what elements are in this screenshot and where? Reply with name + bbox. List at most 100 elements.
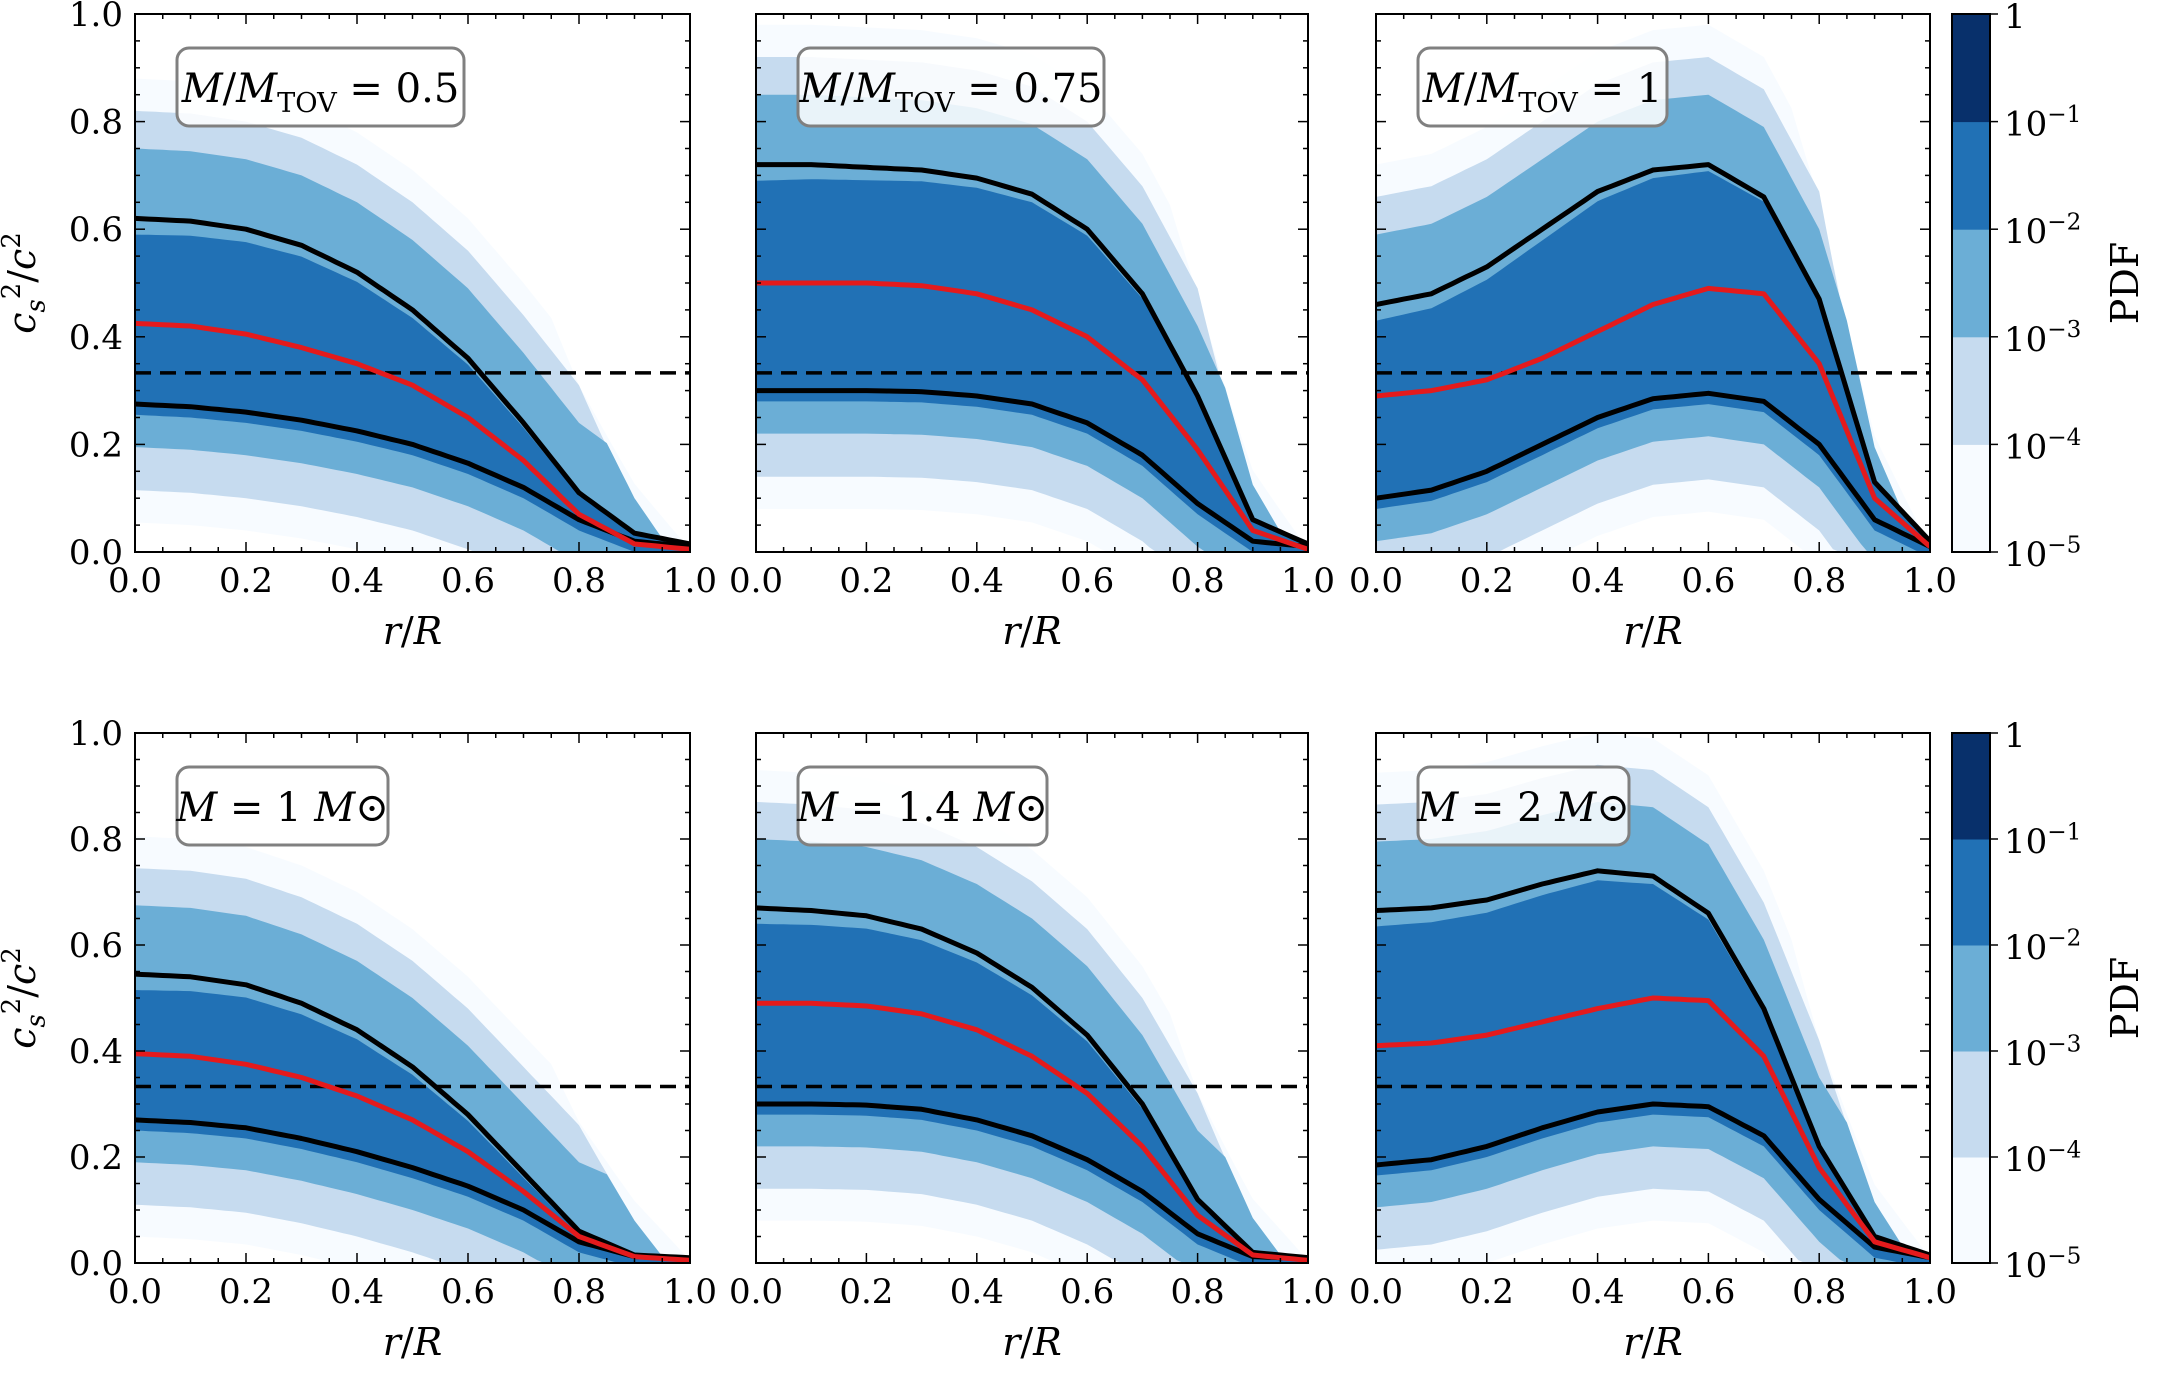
colorbar-segment — [1952, 1051, 1990, 1158]
lower-band-curve — [1376, 1101, 1930, 1261]
x-tick-label: 0.0 — [1349, 561, 1403, 601]
panels: 0.0 0.2 0.4 0.6 0.8 1.0 0.0 0.2 0.4 0.6 0.8 1.0 r/R c… — [0, 0, 1957, 1364]
x-tick-label: 0.6 — [441, 1272, 495, 1312]
y-tick-label: 0.4 — [69, 1032, 123, 1072]
x-tick-label: 0.0 — [108, 1272, 162, 1312]
colorbar-tick-label: 10−1 — [2004, 819, 2081, 862]
annotation-box — [175, 46, 466, 128]
x-tick-label: 0.2 — [839, 561, 893, 601]
median-curve — [135, 320, 690, 552]
y-axis-label: cs2/c2 — [0, 232, 52, 334]
annotation-text: M = 1 M⊙ — [175, 785, 389, 831]
panel-1: 0.0 0.2 0.4 0.6 0.8 1.0 0.0 0.2 0.4 0.6 0.8 1.0 r/R c… — [0, 0, 717, 653]
colorbar-label: PDF — [2103, 242, 2147, 324]
x-tick-label: 0.0 — [1349, 1272, 1403, 1312]
x-tick-label: 0.8 — [1792, 561, 1846, 601]
annotation-text: M = 1.4 M⊙ — [796, 785, 1048, 831]
annotation-box — [1416, 46, 1669, 128]
x-tick-label: 0.8 — [1171, 1272, 1225, 1312]
x-tick-label: 0.4 — [950, 561, 1004, 601]
annotation-box — [796, 46, 1106, 128]
colorbar-segment — [1952, 121, 1990, 230]
panel-4: 0.0 0.2 0.4 0.6 0.8 1.0 0.0 0.2 0.4 0.6 0.8 1.0 r/R c… — [0, 714, 717, 1364]
colorbar-segment — [1952, 1157, 1990, 1264]
annotation-box — [1416, 765, 1631, 847]
upper-band-curve — [756, 905, 1308, 1261]
colorbar-segment — [1952, 229, 1990, 338]
colorbar-tick-label: 10−2 — [2004, 210, 2081, 253]
lower-band-curve — [135, 1117, 690, 1262]
colorbar-tick-label: 10−4 — [2004, 425, 2081, 468]
median-curve — [756, 1000, 1308, 1263]
x-tick-label: 1.0 — [663, 1272, 717, 1312]
upper-band-curve — [1376, 162, 1930, 543]
x-tick-label: 0.2 — [1460, 1272, 1514, 1312]
colorbar-segment — [1952, 733, 1990, 840]
x-axis-label: r/R — [1623, 1320, 1683, 1364]
median-curve — [756, 280, 1308, 552]
x-tick-label: 1.0 — [1281, 1272, 1335, 1312]
x-tick-label: 1.0 — [663, 561, 717, 601]
colorbar-label: PDF — [2103, 957, 2147, 1039]
annotation-text: M/MTOV = 1 — [1422, 66, 1662, 119]
x-axis-label: r/R — [1002, 609, 1062, 653]
x-tick-label: 0.2 — [839, 1272, 893, 1312]
lower-band-curve — [756, 388, 1308, 550]
colorbar-segment — [1952, 945, 1990, 1052]
upper-band-curve — [756, 162, 1308, 547]
colorbar-tick-label: 10−4 — [2004, 1137, 2081, 1180]
upper-band-curve — [1376, 868, 1930, 1258]
x-tick-label: 0.6 — [1681, 1272, 1735, 1312]
y-tick-label: 0.6 — [69, 210, 123, 250]
annotation-text: M = 2 M⊙ — [1416, 785, 1630, 831]
density-level-4 — [756, 179, 1308, 552]
colorbar-frame — [1951, 13, 1991, 553]
colorbar-tick-label: 10−1 — [2004, 102, 2081, 145]
colorbar-tick-label: 1 — [2004, 0, 2026, 37]
colorbar-2: 1 10−1 10−2 10−3 10−4 10−5 PDF — [1951, 716, 2147, 1286]
x-tick-label: 0.6 — [1060, 1272, 1114, 1312]
y-tick-label: 1.0 — [69, 0, 123, 35]
lower-band-curve — [1376, 390, 1930, 549]
x-tick-label: 0.4 — [1571, 1272, 1625, 1312]
colorbar-1: 1 10−1 10−2 10−3 10−4 10−5 PDF — [1951, 0, 2147, 575]
x-tick-label: 0.8 — [1792, 1272, 1846, 1312]
x-axis-label: r/R — [1002, 1320, 1062, 1364]
colorbar-segment — [1952, 336, 1990, 445]
y-tick-label: 0.2 — [69, 1138, 123, 1178]
median-curve — [1376, 285, 1930, 549]
x-tick-label: 0.2 — [219, 1272, 273, 1312]
colorbar-tick-label: 10−2 — [2004, 925, 2081, 968]
density-level-4 — [135, 234, 690, 552]
colorbar-tick-label: 10−5 — [2004, 1243, 2081, 1286]
annotation-text: M/MTOV = 0.5 — [181, 66, 460, 119]
x-tick-label: 0.0 — [729, 1272, 783, 1312]
ticks — [134, 732, 691, 1264]
x-tick-label: 0.6 — [1681, 561, 1735, 601]
colorbar-segment — [1952, 839, 1990, 946]
ticks — [1375, 13, 1931, 553]
x-tick-label: 0.6 — [441, 561, 495, 601]
annotation-box — [796, 765, 1049, 847]
x-tick-label: 1.0 — [1903, 1272, 1957, 1312]
density-heatmap — [135, 78, 690, 552]
density-level-4 — [135, 990, 690, 1263]
x-tick-label: 1.0 — [1903, 561, 1957, 601]
panel-3: 0.0 0.2 0.4 0.6 0.8 1.0 r/R M/MTOV = 1 — [1349, 13, 1957, 653]
colorbar-tick-label: 1 — [2004, 716, 2026, 756]
colorbars: 1 10−1 10−2 10−3 10−4 10−5 PDF 1 10−1 10−2 10−3 10−… — [1951, 0, 2147, 1286]
y-tick-label: 0.4 — [69, 318, 123, 358]
annotation-box — [175, 765, 390, 847]
y-tick-label: 1.0 — [69, 714, 123, 754]
y-tick-label: 0.8 — [69, 820, 123, 860]
density-heatmap — [756, 24, 1308, 552]
x-tick-label: 0.8 — [552, 1272, 606, 1312]
ticks — [755, 13, 1309, 553]
colorbar-segment — [1952, 444, 1990, 553]
x-axis-label: r/R — [383, 1320, 443, 1364]
x-tick-label: 0.2 — [1460, 561, 1514, 601]
x-tick-label: 0.8 — [1171, 561, 1225, 601]
colorbar-tick-label: 10−3 — [2004, 1031, 2081, 1074]
x-tick-label: 0.8 — [552, 561, 606, 601]
